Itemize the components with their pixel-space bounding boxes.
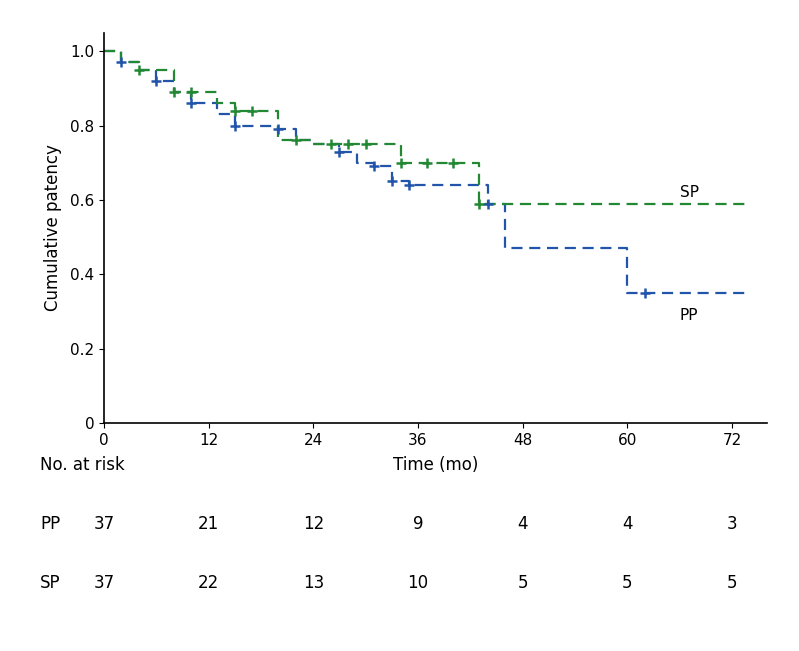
Text: 4: 4 [622,515,633,533]
Text: SP: SP [680,185,699,200]
Text: 9: 9 [413,515,423,533]
Text: 4: 4 [518,515,528,533]
Text: PP: PP [680,308,698,323]
Text: PP: PP [40,515,60,533]
Text: SP: SP [40,574,61,592]
Text: 5: 5 [727,574,737,592]
Text: 10: 10 [407,574,428,592]
Text: 22: 22 [198,574,219,592]
Text: 37: 37 [93,574,114,592]
Text: 3: 3 [727,515,737,533]
Text: 21: 21 [198,515,219,533]
Text: 37: 37 [93,515,114,533]
Text: 5: 5 [518,574,528,592]
Y-axis label: Cumulative patency: Cumulative patency [44,145,62,311]
Text: No. at risk: No. at risk [40,456,125,475]
Text: 12: 12 [303,515,324,533]
Text: 5: 5 [622,574,633,592]
X-axis label: Time (mo): Time (mo) [393,456,478,474]
Text: 13: 13 [303,574,324,592]
